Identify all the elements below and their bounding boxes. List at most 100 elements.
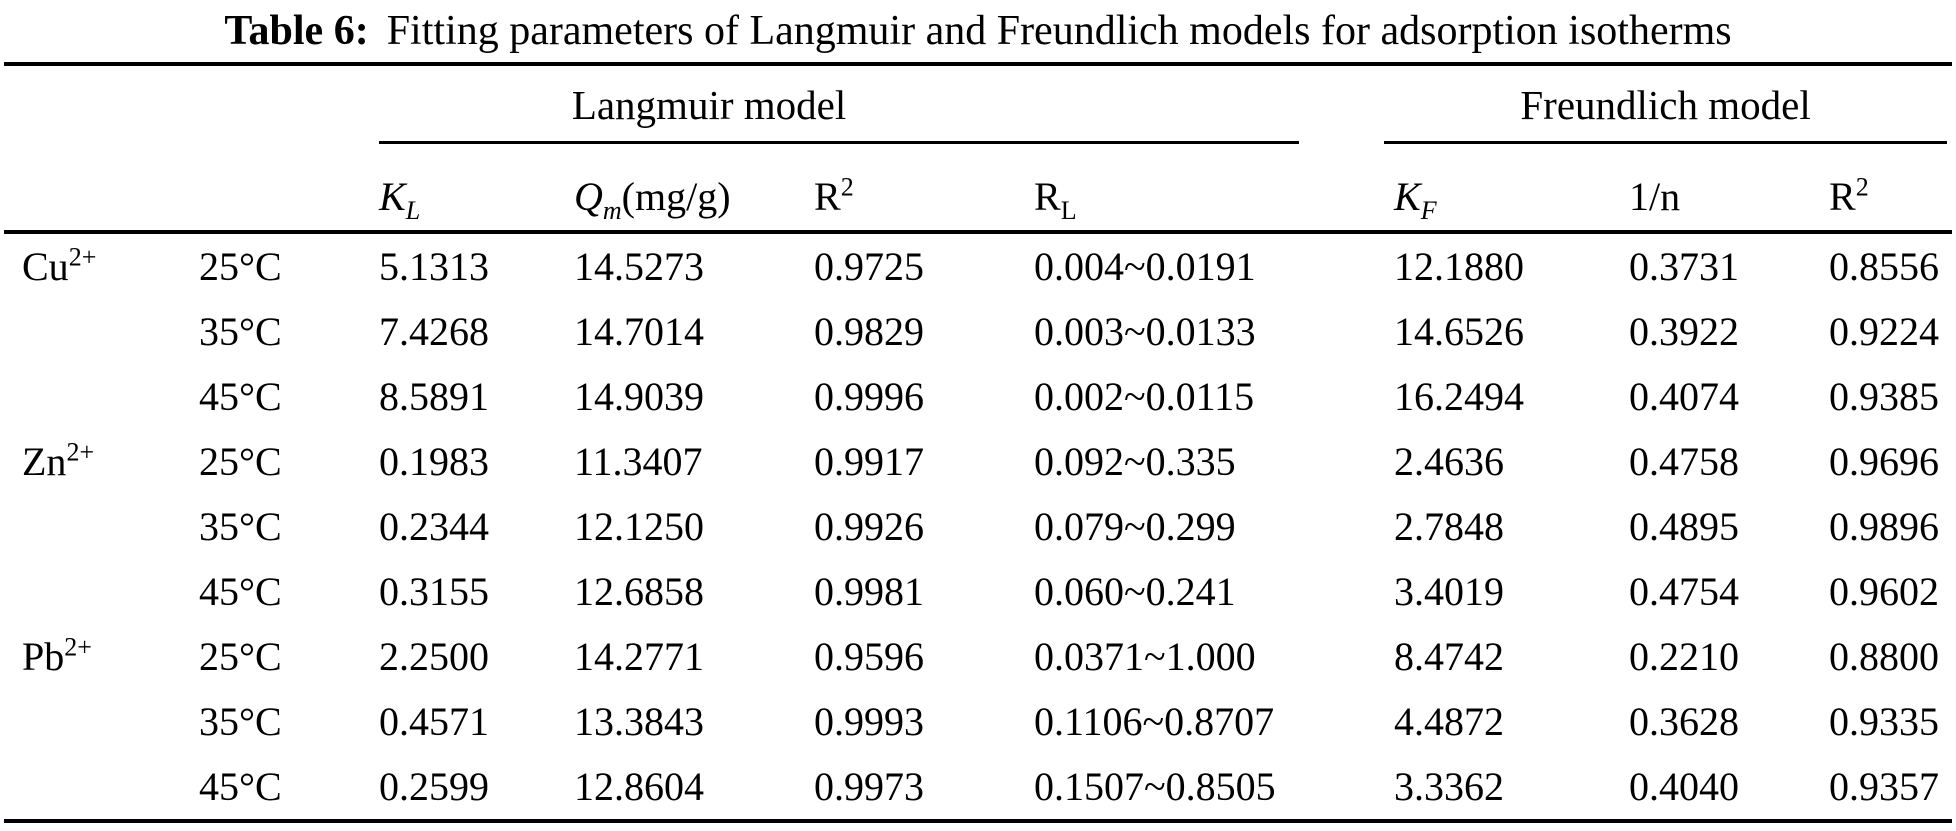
model-group-header-row: Langmuir model Freundlich model [4, 66, 1952, 144]
r2-langmuir-value: 0.9829 [814, 309, 924, 354]
temperature-cell: 35°C [199, 504, 282, 549]
kl-value: 0.2599 [379, 764, 489, 809]
r2-langmuir-value: 0.9725 [814, 244, 924, 289]
ion-label-empty [4, 559, 184, 624]
ion-label-zn: Zn2+ [22, 437, 95, 484]
ion-label-cu: Cu2+ [22, 242, 97, 289]
col-header-ion [4, 144, 184, 234]
col-header-kl: KL [364, 144, 559, 234]
table-row-pb-35: 35°C 0.4571 13.3843 0.9993 0.1106~0.8707… [4, 689, 1952, 754]
1n-value: 0.3922 [1629, 309, 1740, 354]
1n-value: 0.3628 [1629, 699, 1740, 744]
freundlich-group-label: Freundlich model [1520, 82, 1811, 128]
table-row-cu-25: Cu2+ 25°C 5.1313 14.5273 0.9725 0.004~0.… [4, 232, 1952, 299]
table-row-pb-45: 45°C 0.2599 12.8604 0.9973 0.1507~0.8505… [4, 754, 1952, 821]
r2-freundlich-value: 0.9896 [1829, 504, 1940, 549]
ion-label-empty [4, 754, 184, 821]
kf-value: 3.4019 [1394, 569, 1505, 614]
temperature-cell: 35°C [199, 699, 282, 744]
qm-value: 12.6858 [574, 569, 704, 614]
r2-freundlich-value: 0.9602 [1829, 569, 1940, 614]
r2-freundlich-value: 0.9696 [1829, 439, 1940, 484]
1n-value: 0.4754 [1629, 569, 1740, 614]
qm-value: 13.3843 [574, 699, 704, 744]
temperature-cell: 25°C [199, 634, 282, 679]
1n-value: 0.2210 [1629, 634, 1740, 679]
rl-range-value: 0.0371~1.000 [1034, 634, 1256, 679]
table-row-zn-45: 45°C 0.3155 12.6858 0.9981 0.060~0.241 3… [4, 559, 1952, 624]
rl-range-value: 0.092~0.335 [1034, 439, 1236, 484]
table-caption-number: Table 6: [224, 8, 369, 54]
table-caption-text: Fitting parameters of Langmuir and Freun… [386, 8, 1732, 54]
rl-range-value: 0.002~0.0115 [1034, 374, 1255, 419]
ion-label-empty [4, 689, 184, 754]
rl-range-value: 0.079~0.299 [1034, 504, 1236, 549]
table-caption: Table 6: Fitting parameters of Langmuir … [4, 0, 1952, 66]
langmuir-group-underline: Langmuir model [379, 81, 1300, 144]
col-header-r2-langmuir: R2 [799, 144, 1019, 234]
kf-value: 14.6526 [1394, 309, 1525, 354]
r2-langmuir-value: 0.9996 [814, 374, 924, 419]
qm-value: 14.9039 [574, 374, 704, 419]
col-header-qm: Qm(mg/g) [559, 144, 799, 234]
rl-range-value: 0.003~0.0133 [1034, 309, 1256, 354]
kf-value: 4.4872 [1394, 699, 1505, 744]
col-header-temperature [184, 144, 364, 234]
kl-value: 0.2344 [379, 504, 489, 549]
col-header-kf: KF [1374, 144, 1615, 234]
1n-value: 0.3731 [1629, 244, 1740, 289]
temperature-cell: 35°C [199, 309, 282, 354]
kl-value: 5.1313 [379, 244, 489, 289]
table-row-zn-25: Zn2+ 25°C 0.1983 11.3407 0.9917 0.092~0.… [4, 429, 1952, 494]
rl-range-value: 0.060~0.241 [1034, 569, 1236, 614]
langmuir-group-label: Langmuir model [571, 82, 847, 128]
temperature-cell: 45°C [199, 569, 282, 614]
qm-value: 12.8604 [574, 764, 704, 809]
ion-label-empty [4, 494, 184, 559]
rl-range-value: 0.1507~0.8505 [1034, 764, 1276, 809]
1n-value: 0.4895 [1629, 504, 1740, 549]
temperature-cell: 45°C [199, 764, 282, 809]
r2-freundlich-value: 0.8556 [1829, 244, 1940, 289]
ion-label-empty [4, 299, 184, 364]
freundlich-group-underline: Freundlich model [1384, 81, 1948, 144]
r2-langmuir-value: 0.9973 [814, 764, 924, 809]
temperature-cell: 45°C [199, 374, 282, 419]
col-header-r2-freundlich: R2 [1814, 144, 1953, 234]
kf-value: 2.7848 [1394, 504, 1505, 549]
r2-langmuir-value: 0.9917 [814, 439, 924, 484]
qm-value: 12.1250 [574, 504, 704, 549]
table-row-cu-45: 45°C 8.5891 14.9039 0.9996 0.002~0.0115 … [4, 364, 1952, 429]
1n-value: 0.4758 [1629, 439, 1740, 484]
temperature-cell: 25°C [199, 244, 282, 289]
table-row-zn-35: 35°C 0.2344 12.1250 0.9926 0.079~0.299 2… [4, 494, 1952, 559]
kf-value: 16.2494 [1394, 374, 1525, 419]
table-row-cu-35: 35°C 7.4268 14.7014 0.9829 0.003~0.0133 … [4, 299, 1952, 364]
rl-range-value: 0.004~0.0191 [1034, 244, 1256, 289]
kf-value: 8.4742 [1394, 634, 1505, 679]
col-header-rl: RL [1019, 144, 1375, 234]
ion-label-empty [4, 364, 184, 429]
kf-value: 2.4636 [1394, 439, 1505, 484]
fitting-parameters-table: Langmuir model Freundlich model KL Qm(mg… [4, 66, 1953, 823]
kl-value: 7.4268 [379, 309, 489, 354]
qm-value: 11.3407 [574, 439, 703, 484]
qm-value: 14.5273 [574, 244, 704, 289]
1n-value: 0.4074 [1629, 374, 1740, 419]
qm-value: 14.2771 [574, 634, 704, 679]
table-row-pb-25: Pb2+ 25°C 2.2500 14.2771 0.9596 0.0371~1… [4, 624, 1952, 689]
group-header-spacer [4, 66, 364, 144]
column-header-row: KL Qm(mg/g) R2 RL KF 1/n R2 [4, 144, 1953, 234]
kl-value: 0.3155 [379, 569, 489, 614]
r2-freundlich-value: 0.8800 [1829, 634, 1940, 679]
rl-range-value: 0.1106~0.8707 [1034, 699, 1275, 744]
kl-value: 0.4571 [379, 699, 489, 744]
r2-langmuir-value: 0.9981 [814, 569, 924, 614]
col-header-1n: 1/n [1614, 144, 1815, 234]
langmuir-group-header: Langmuir model [364, 66, 1374, 144]
r2-freundlich-value: 0.9224 [1829, 309, 1940, 354]
kl-value: 8.5891 [379, 374, 489, 419]
r2-freundlich-value: 0.9357 [1829, 764, 1940, 809]
kl-value: 0.1983 [379, 439, 489, 484]
